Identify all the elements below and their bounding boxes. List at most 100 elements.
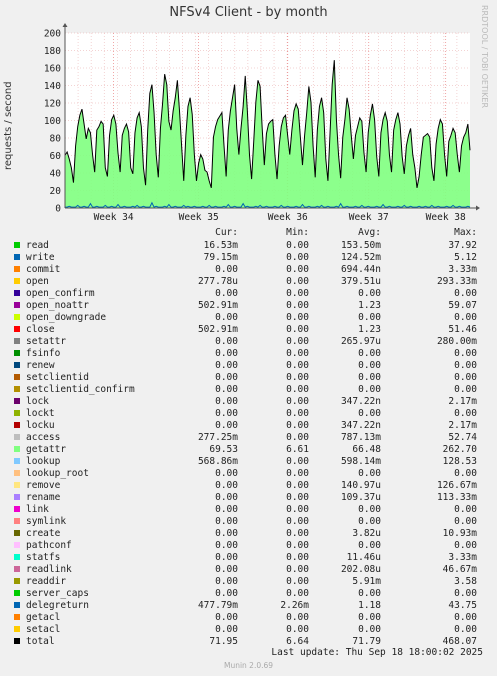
legend-cur: 0.00 bbox=[215, 540, 238, 551]
chart-title: NFSv4 Client - by month bbox=[169, 5, 328, 20]
legend-min: 0.00 bbox=[286, 624, 309, 635]
legend-row-setclientid-confirm: setclientid_confirm 0.00 0.00 0.00 0.00 bbox=[0, 384, 497, 396]
legend-name: total bbox=[26, 636, 55, 647]
legend-row-setattr: setattr 0.00 0.00 265.97u 280.00m bbox=[0, 336, 497, 348]
legend-name: readdir bbox=[26, 576, 67, 587]
legend-swatch bbox=[14, 638, 20, 644]
legend-cur: 0.00 bbox=[215, 564, 238, 575]
legend-avg: 0.00 bbox=[358, 540, 381, 551]
legend-min: 0.00 bbox=[286, 540, 309, 551]
legend-max: 0.00 bbox=[454, 468, 477, 479]
legend-avg: 153.50m bbox=[340, 240, 381, 251]
legend-cur: 477.79m bbox=[197, 600, 238, 611]
legend-swatch bbox=[14, 554, 20, 560]
legend-row-rename: rename 0.00 0.00 109.37u 113.33m bbox=[0, 492, 497, 504]
legend-name: lookup bbox=[26, 456, 61, 467]
legend-cur: 0.00 bbox=[215, 336, 238, 347]
legend-min: 0.00 bbox=[286, 312, 309, 323]
legend-row-open-confirm: open_confirm 0.00 0.00 0.00 0.00 bbox=[0, 288, 497, 300]
legend-cur: 0.00 bbox=[215, 408, 238, 419]
legend-row-setacl: setacl 0.00 0.00 0.00 0.00 bbox=[0, 624, 497, 636]
legend-min: 0.00 bbox=[286, 516, 309, 527]
legend-cur: 0.00 bbox=[215, 372, 238, 383]
legend-cur: 0.00 bbox=[215, 576, 238, 587]
legend-max: 43.75 bbox=[448, 600, 477, 611]
legend-min: 0.00 bbox=[286, 408, 309, 419]
x-tick-label: Week 34 bbox=[94, 212, 134, 223]
y-tick-label: 60 bbox=[50, 151, 62, 162]
legend-max: 0.00 bbox=[454, 312, 477, 323]
legend-max: 3.33m bbox=[448, 552, 477, 563]
legend-cur: 0.00 bbox=[215, 516, 238, 527]
legend-swatch bbox=[14, 266, 20, 272]
legend-cur: 0.00 bbox=[215, 396, 238, 407]
x-tick-label: Week 38 bbox=[426, 212, 466, 223]
legend-max: 0.00 bbox=[454, 348, 477, 359]
legend-row-read: read 16.53m 0.00 153.50m 37.92 bbox=[0, 240, 497, 252]
legend-min: 0.00 bbox=[286, 432, 309, 443]
legend-max: 0.00 bbox=[454, 624, 477, 635]
legend-row-open: open 277.78u 0.00 379.51u 293.33m bbox=[0, 276, 497, 288]
y-tick-label: 200 bbox=[44, 29, 61, 40]
legend-name: create bbox=[26, 528, 61, 539]
legend-min: 0.00 bbox=[286, 288, 309, 299]
legend-min: 0.00 bbox=[286, 384, 309, 395]
legend-min: 0.00 bbox=[286, 324, 309, 335]
legend-min: 0.00 bbox=[286, 300, 309, 311]
legend-min: 0.00 bbox=[286, 360, 309, 371]
legend-name: close bbox=[26, 324, 55, 335]
legend-name: locku bbox=[26, 420, 55, 431]
series-line-write bbox=[65, 201, 471, 208]
y-tick-label: 120 bbox=[44, 99, 61, 110]
legend-row-lockt: lockt 0.00 0.00 0.00 0.00 bbox=[0, 408, 497, 420]
y-tick-label: 0 bbox=[55, 204, 61, 215]
legend-row-lookup-root: lookup_root 0.00 0.00 0.00 0.00 bbox=[0, 468, 497, 480]
last-update: Last update: Thu Sep 18 18:00:02 2025 bbox=[271, 647, 483, 658]
legend-avg: 598.14m bbox=[340, 456, 381, 467]
legend-avg: 124.52m bbox=[340, 252, 381, 263]
legend-max: 46.67m bbox=[442, 564, 477, 575]
legend-swatch bbox=[14, 446, 20, 452]
legend-max: 2.17m bbox=[448, 396, 477, 407]
legend-max: 293.33m bbox=[436, 276, 477, 287]
y-tick-label: 180 bbox=[44, 46, 61, 57]
series-line-total bbox=[64, 60, 471, 189]
legend-min: 6.64 bbox=[286, 636, 309, 647]
legend-cur: 0.00 bbox=[215, 528, 238, 539]
legend-name: rename bbox=[26, 492, 61, 503]
legend-avg: 379.51u bbox=[340, 276, 381, 287]
legend-row-delegreturn: delegreturn 477.79m 2.26m 1.18 43.75 bbox=[0, 600, 497, 612]
series-area-getattr bbox=[65, 61, 470, 208]
legend-max: 3.58 bbox=[454, 576, 477, 587]
legend-swatch bbox=[14, 290, 20, 296]
legend-row-statfs: statfs 0.00 0.00 11.46u 3.33m bbox=[0, 552, 497, 564]
legend-min: 0.00 bbox=[286, 264, 309, 275]
legend-avg: 5.91m bbox=[352, 576, 381, 587]
legend-avg: 0.00 bbox=[358, 504, 381, 515]
legend-swatch bbox=[14, 530, 20, 536]
legend-cur: 502.91m bbox=[197, 324, 238, 335]
legend-avg: 109.37u bbox=[340, 492, 381, 503]
legend-name: remove bbox=[26, 480, 61, 491]
legend-cur: 0.00 bbox=[215, 588, 238, 599]
legend-name: getacl bbox=[26, 612, 61, 623]
legend-row-lookup: lookup 568.86m 0.00 598.14m 128.53 bbox=[0, 456, 497, 468]
legend-avg: 71.79 bbox=[352, 636, 381, 647]
legend-min: 0.00 bbox=[286, 564, 309, 575]
legend-avg: 66.48 bbox=[352, 444, 381, 455]
legend-cur: 0.00 bbox=[215, 504, 238, 515]
legend-row-create: create 0.00 0.00 3.82u 10.93m bbox=[0, 528, 497, 540]
legend-header-min: Min: bbox=[286, 227, 309, 238]
legend-row-readdir: readdir 0.00 0.00 5.91m 3.58 bbox=[0, 576, 497, 588]
legend-cur: 0.00 bbox=[215, 360, 238, 371]
y-tick-label: 160 bbox=[44, 64, 61, 75]
legend-max: 37.92 bbox=[448, 240, 477, 251]
legend-avg: 0.00 bbox=[358, 360, 381, 371]
legend-swatch bbox=[14, 350, 20, 356]
legend-min: 0.00 bbox=[286, 612, 309, 623]
legend-avg: 0.00 bbox=[358, 288, 381, 299]
legend-max: 0.00 bbox=[454, 360, 477, 371]
legend-swatch bbox=[14, 434, 20, 440]
legend-cur: 69.53 bbox=[209, 444, 238, 455]
legend-cur: 277.25m bbox=[197, 432, 238, 443]
